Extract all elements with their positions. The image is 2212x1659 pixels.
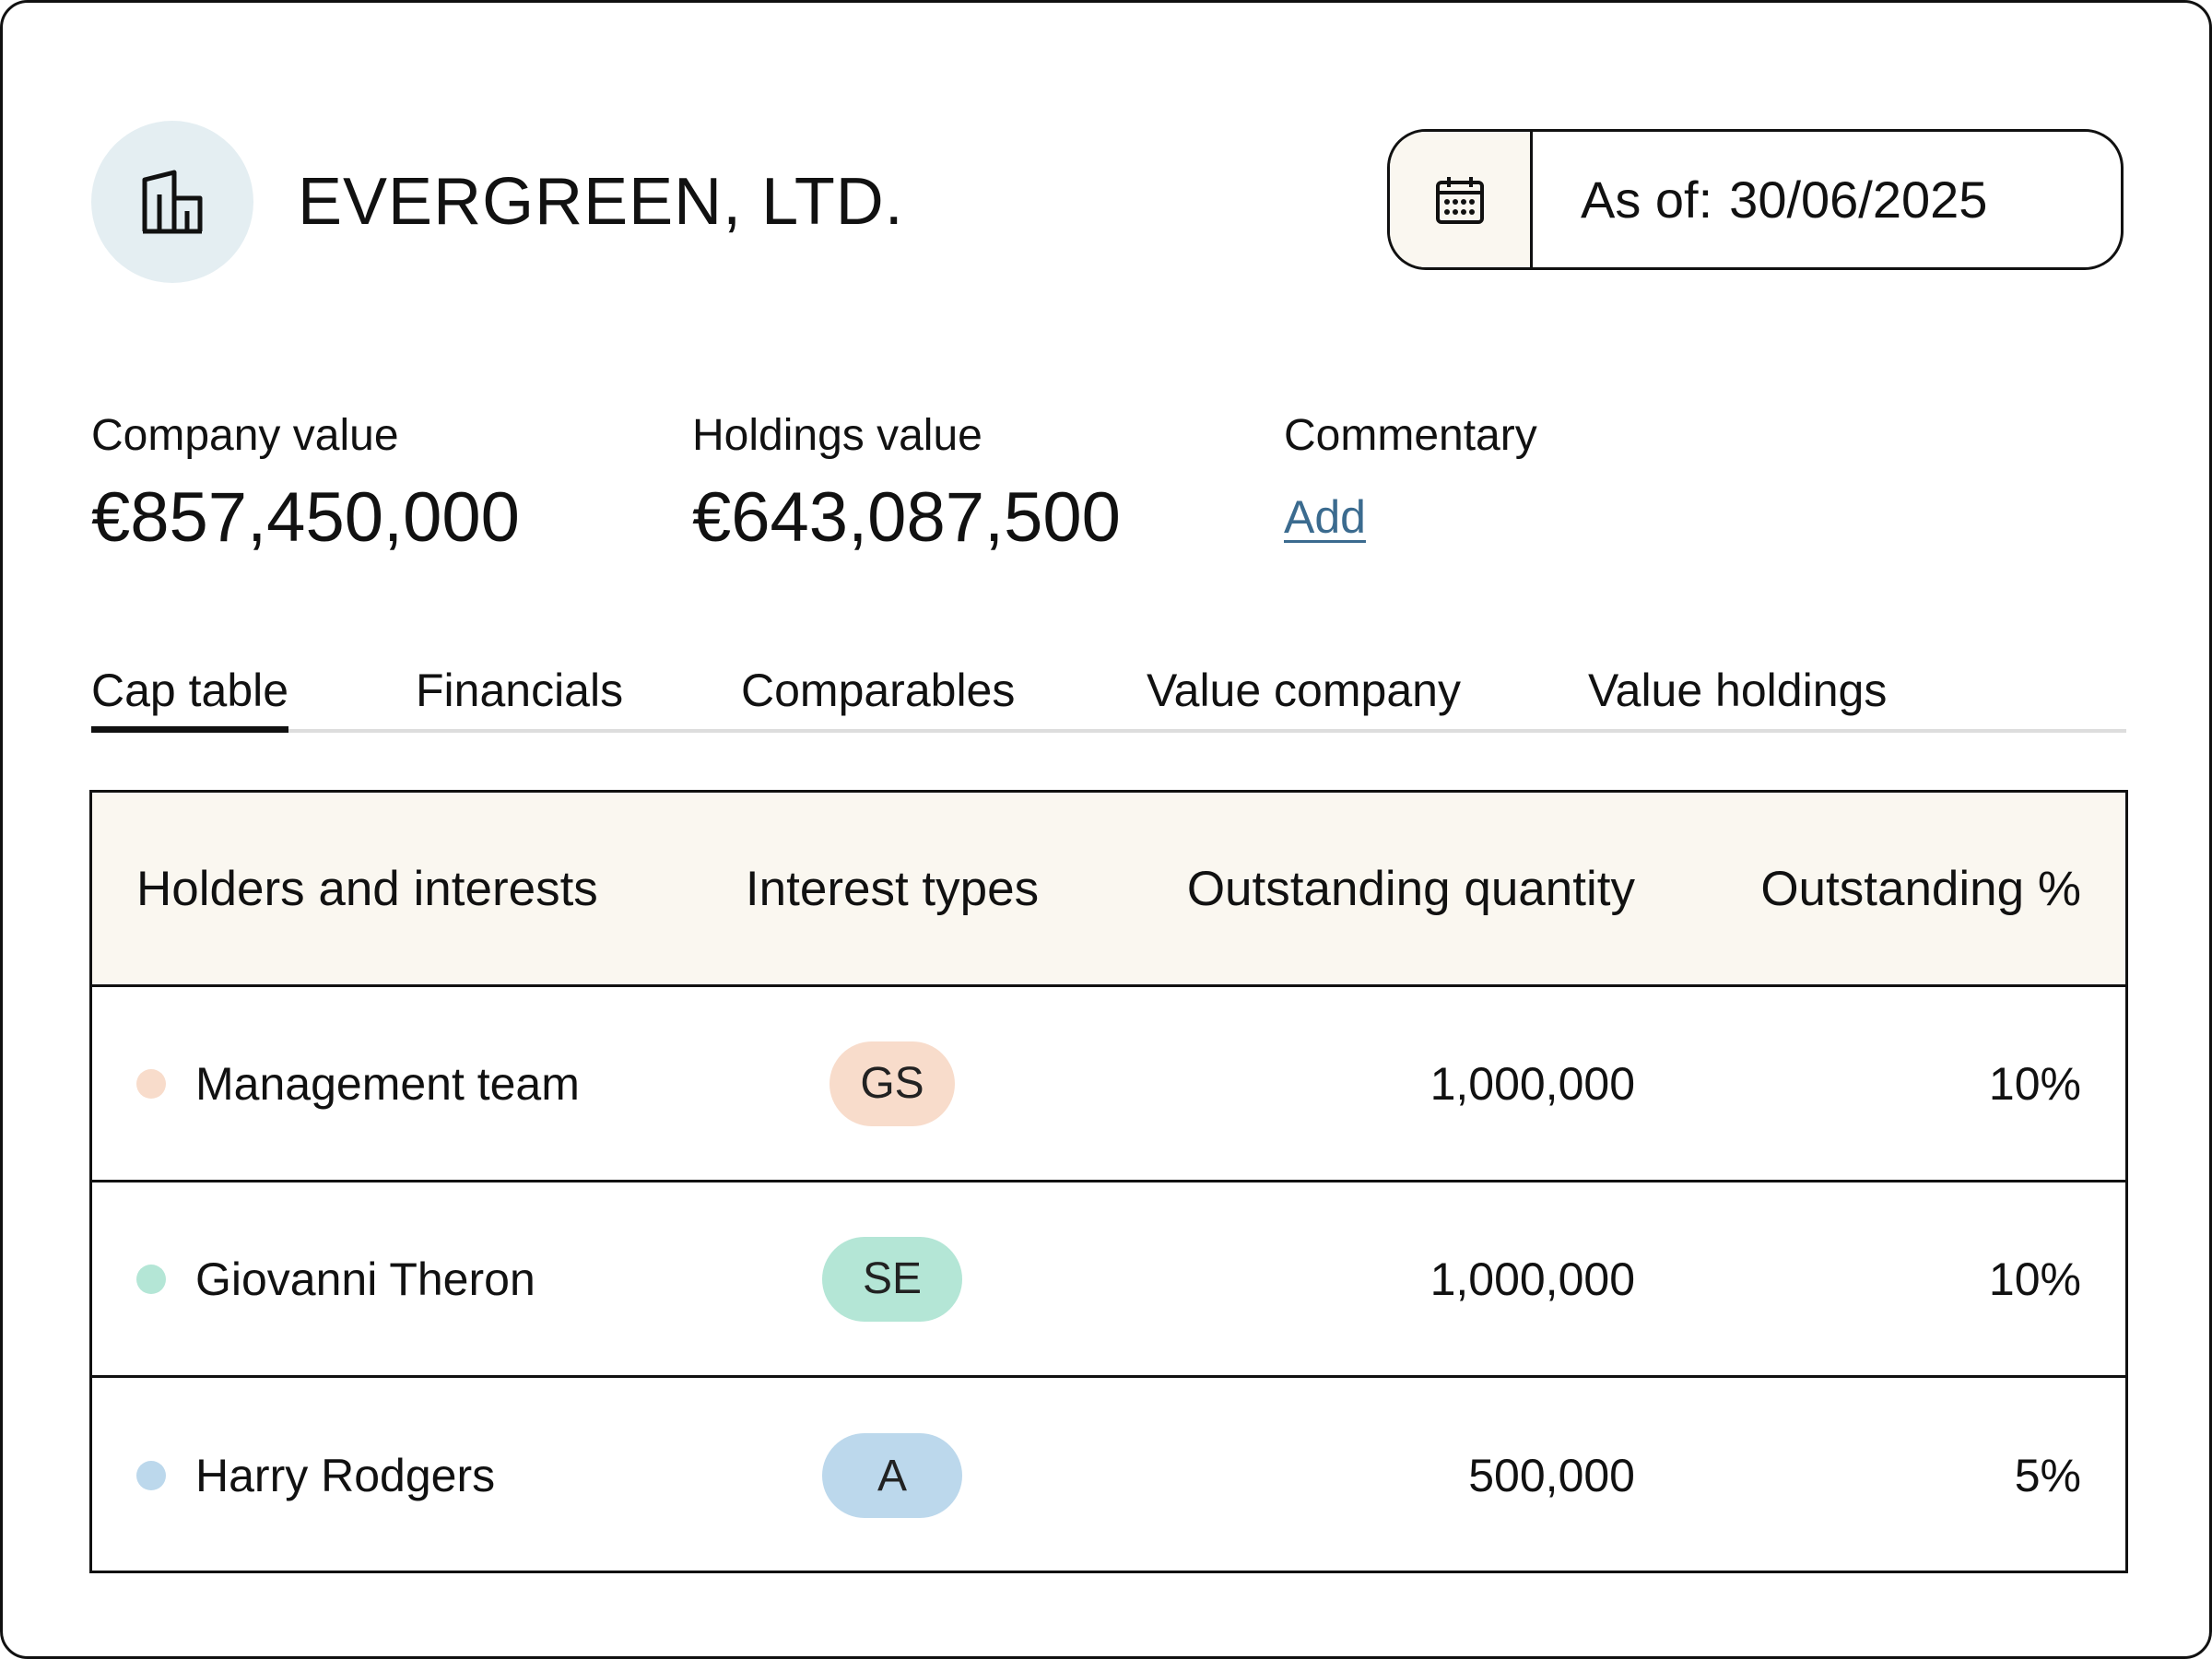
commentary-label: Commentary [1284, 411, 1537, 460]
interest-type-badge: SE [822, 1236, 962, 1322]
holder-color-dot [136, 1461, 166, 1490]
tab-cap-table[interactable]: Cap table [91, 659, 289, 733]
quantity-cell: 500,000 [1468, 1450, 1635, 1501]
table-row[interactable]: Giovanni Theron SE 1,000,000 10% [92, 1182, 2125, 1378]
tab-comparables[interactable]: Comparables [741, 665, 1016, 716]
table-header: Holders and interests Interest types Out… [92, 793, 2125, 987]
add-commentary-link[interactable]: Add [1284, 491, 1366, 543]
interest-type-cell: SE [726, 1182, 1058, 1375]
holder-name: Giovanni Theron [195, 1253, 535, 1305]
percent-cell: 10% [1988, 1253, 2081, 1305]
tab-value-company[interactable]: Value company [1147, 665, 1461, 716]
tab-bar-divider [91, 729, 2126, 733]
quantity-cell: 1,000,000 [1430, 1253, 1635, 1305]
holdings-value: €643,087,500 [692, 478, 1121, 557]
holder-cell: Harry Rodgers [136, 1378, 495, 1573]
building-icon [142, 170, 203, 234]
header-outstanding-percent: Outstanding % [1760, 861, 2081, 916]
calendar-button[interactable] [1390, 132, 1533, 267]
tab-financials[interactable]: Financials [416, 665, 624, 716]
tab-value-holdings[interactable]: Value holdings [1588, 665, 1888, 716]
table-row[interactable]: Management team GS 1,000,000 10% [92, 987, 2125, 1182]
as-of-label: As of: [1581, 171, 1713, 229]
holdings-value-label: Holdings value [692, 411, 982, 460]
cap-table: Holders and interests Interest types Out… [89, 790, 2128, 1573]
interest-type-cell: A [726, 1378, 1058, 1573]
holder-color-dot [136, 1264, 166, 1294]
as-of-date-field[interactable]: As of: 30/06/2025 [1533, 132, 1987, 267]
holder-name: Harry Rodgers [195, 1450, 496, 1501]
percent-cell: 5% [2014, 1450, 2081, 1501]
company-value: €857,450,000 [91, 478, 520, 557]
company-name: EVERGREEN, LTD. [298, 165, 904, 239]
header-holders: Holders and interests [136, 861, 598, 916]
percent-cell: 10% [1988, 1057, 2081, 1110]
table-row[interactable]: Harry Rodgers A 500,000 5% [92, 1378, 2125, 1573]
calendar-icon [1436, 176, 1484, 224]
holder-name: Management team [195, 1057, 580, 1110]
holder-cell: Giovanni Theron [136, 1182, 535, 1375]
header-outstanding-quantity: Outstanding quantity [1186, 861, 1635, 916]
interest-type-badge: GS [830, 1041, 955, 1126]
company-logo [91, 121, 253, 283]
tab-bar: Cap table Financials Comparables Value c… [91, 659, 2126, 733]
quantity-cell: 1,000,000 [1430, 1057, 1635, 1110]
holder-color-dot [136, 1068, 166, 1099]
interest-type-badge: A [822, 1433, 962, 1518]
header-interest-types: Interest types [745, 861, 1040, 916]
as-of-date-value: 30/06/2025 [1729, 171, 1988, 229]
interest-type-cell: GS [726, 987, 1058, 1180]
holder-cell: Management team [136, 987, 580, 1180]
company-value-label: Company value [91, 411, 399, 460]
as-of-date-picker[interactable]: As of: 30/06/2025 [1387, 129, 2124, 270]
